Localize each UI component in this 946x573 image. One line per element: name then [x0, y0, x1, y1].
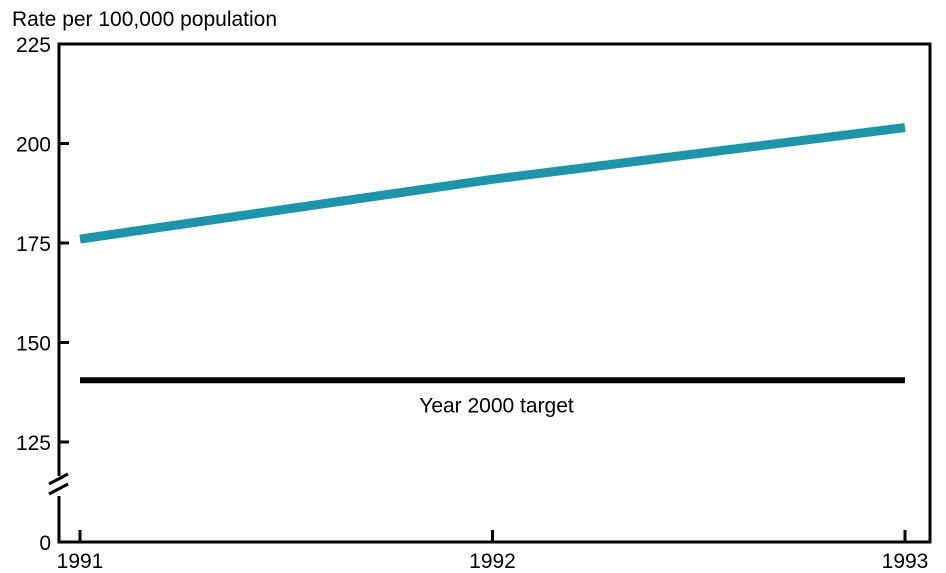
axis-break-mark: [48, 472, 69, 496]
y-axis-title: Rate per 100,000 population: [12, 8, 277, 31]
x-tick-label: 1993: [882, 550, 929, 573]
y-tick-label: 125: [16, 432, 51, 455]
series-layer: [79, 123, 906, 244]
y-tick-label: 200: [16, 134, 51, 157]
reference-layer: Year 2000 target: [80, 377, 905, 417]
series-line-0: [79, 123, 906, 244]
x-tick-label: 1991: [57, 550, 104, 573]
plot-frame: [57, 42, 932, 544]
y-tick-label: 225: [16, 34, 51, 57]
target-line-label: Year 2000 target: [419, 394, 574, 417]
y-tick-label: 0: [39, 532, 51, 555]
y-tick-label: 150: [16, 333, 51, 356]
y-tick-label: 175: [16, 233, 51, 256]
x-tick-label: 1992: [469, 550, 516, 573]
x-axis: 1991 1992 1993: [57, 530, 929, 573]
y-axis: 0 125 150 175 200 225: [16, 34, 69, 555]
